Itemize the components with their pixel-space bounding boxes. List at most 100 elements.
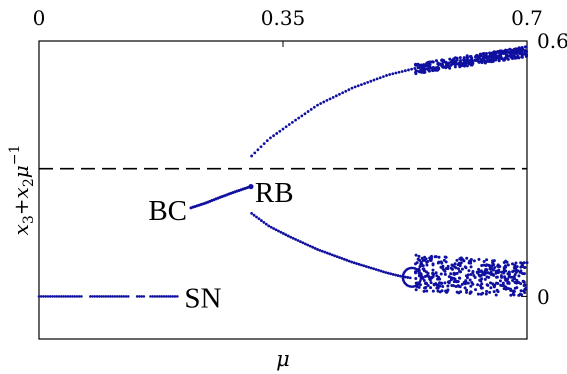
upper-chaos-point [477, 55, 481, 59]
lower-chaos-point [433, 255, 437, 259]
lower-chaos-point [469, 272, 473, 276]
lower-branch-point [259, 219, 263, 222]
upper-chaos-point [509, 53, 513, 57]
lower-chaos-point [489, 270, 493, 274]
upper-branch-point [322, 100, 326, 104]
upper-chaos-point [506, 57, 510, 61]
upper-chaos-point [470, 58, 474, 62]
sn-point [57, 295, 61, 298]
lower-branch-point [294, 237, 297, 241]
lower-branch-point [281, 232, 285, 235]
lower-branch-point [289, 235, 293, 239]
lower-chaos-point [450, 276, 454, 280]
upper-branch-point [328, 97, 332, 101]
lower-chaos-point [438, 290, 442, 294]
lower-chaos-point [445, 289, 449, 293]
upper-chaos-point [510, 55, 514, 59]
lower-chaos-point [438, 281, 442, 285]
lower-chaos-point [523, 287, 527, 291]
upper-branch-point [407, 68, 410, 72]
upper-branch-point [275, 132, 279, 135]
lower-chaos-point [477, 273, 481, 277]
lower-chaos-point [469, 284, 473, 288]
upper-branch-point [253, 151, 257, 155]
sn-point [44, 295, 47, 298]
upper-chaos-point [440, 58, 444, 62]
lower-chaos-point [418, 273, 422, 277]
lower-chaos-point [511, 262, 514, 266]
lower-branch-point [316, 248, 319, 251]
lower-chaos-point [420, 275, 424, 279]
lower-branch-point [291, 236, 295, 240]
lower-chaos-point [440, 261, 444, 265]
lower-chaos-point [502, 260, 506, 264]
sn-point [75, 295, 79, 298]
lower-chaos-point [513, 263, 517, 267]
lower-chaos-point [423, 258, 427, 262]
lower-branch-point [262, 220, 266, 224]
lower-chaos-point [498, 279, 502, 283]
upper-branch-point [312, 105, 316, 109]
upper-branch-point [356, 84, 360, 88]
lower-chaos-point [476, 271, 480, 275]
lower-chaos-point [513, 277, 517, 281]
lower-chaos-point [443, 272, 447, 276]
upper-chaos-point [523, 45, 527, 49]
upper-chaos-point [448, 66, 452, 70]
upper-branch-point [413, 67, 417, 70]
upper-chaos-point [482, 57, 486, 61]
lower-branch-point [403, 275, 407, 279]
lower-chaos-point [415, 282, 419, 286]
lower-chaos-point [506, 281, 510, 285]
upper-chaos-point [487, 59, 491, 63]
lower-chaos-point [455, 290, 459, 294]
upper-branch-point [338, 92, 341, 96]
upper-chaos-point [520, 49, 524, 53]
upper-branch-point [259, 145, 263, 149]
sn-point [138, 295, 141, 298]
lower-chaos-point [493, 266, 497, 270]
sn-point [42, 295, 45, 298]
lower-chaos-point [500, 275, 504, 279]
sn-point [97, 295, 101, 298]
upper-branch-point [291, 120, 294, 124]
lower-chaos-point [435, 286, 439, 290]
lower-chaos-point [443, 281, 447, 285]
lower-chaos-point [414, 276, 418, 280]
upper-chaos-point [491, 54, 495, 58]
upper-chaos-point [458, 56, 462, 60]
lower-chaos-point [484, 292, 488, 296]
upper-chaos-point [478, 52, 482, 56]
lower-chaos-point [522, 283, 526, 287]
lower-chaos-point [446, 284, 450, 288]
lower-chaos-point [465, 256, 469, 260]
lower-chaos-point [469, 290, 473, 294]
lower-chaos-point [452, 280, 456, 284]
lower-branch-point [338, 256, 341, 259]
lower-chaos-point [504, 278, 508, 282]
upper-branch-point [297, 116, 301, 120]
upper-chaos-point [507, 50, 511, 54]
upper-branch-point [309, 108, 313, 111]
lower-branch-point [389, 272, 393, 276]
upper-branch-point [306, 110, 310, 113]
y-label-x3: x [9, 224, 33, 235]
lower-chaos-point [424, 285, 428, 289]
sn-point [176, 295, 179, 298]
lower-chaos-point [521, 279, 525, 283]
lower-chaos-point [415, 261, 419, 265]
sn-point [91, 295, 94, 298]
lower-chaos-point [485, 258, 489, 262]
lower-chaos-point [467, 269, 471, 273]
lower-chaos-point [495, 275, 499, 279]
upper-chaos-point [493, 52, 497, 56]
lower-branch-point [257, 217, 261, 221]
lower-chaos-point [457, 267, 461, 271]
y-label-x2: x [9, 187, 33, 198]
lower-branch-point [406, 276, 410, 279]
lower-chaos-point [418, 283, 422, 287]
lower-chaos-point [437, 275, 441, 279]
lower-chaos-point [417, 254, 421, 258]
lower-chaos-point [465, 288, 469, 292]
upper-chaos-point [458, 64, 462, 68]
